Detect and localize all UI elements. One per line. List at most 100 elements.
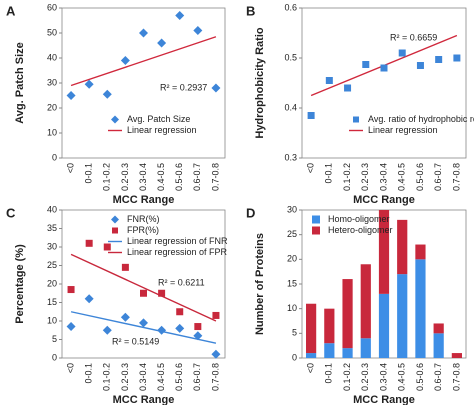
y-tick-label: 40: [47, 204, 57, 214]
marker: [120, 312, 130, 322]
y-tick-label: 10: [287, 303, 297, 313]
legend-label: Homo-oligomer: [328, 214, 390, 224]
marker: [175, 323, 185, 333]
x-tick-label: 0.3-0.4: [138, 163, 148, 191]
y-tick-label: 25: [287, 229, 297, 239]
x-tick-label: 0.4-0.5: [156, 163, 166, 191]
y-tick-label: 25: [47, 260, 57, 270]
y-tick-label: 5: [52, 334, 57, 344]
x-tick-label: 0.5-0.6: [415, 363, 425, 391]
y-tick-label: 20: [47, 278, 57, 288]
marker: [176, 308, 184, 316]
x-tick-label: 0.2-0.3: [120, 363, 130, 391]
legend-swatch: [111, 215, 119, 224]
y-tick-label: 50: [47, 27, 57, 37]
bar-segment: [342, 348, 353, 358]
y-tick-label: 15: [47, 297, 57, 307]
x-tick-label: 0.1-0.2: [102, 363, 112, 391]
marker: [66, 91, 76, 100]
y-tick-label: 0: [292, 352, 297, 362]
marker: [453, 54, 461, 62]
x-tick-label: 0.5-0.6: [415, 163, 425, 191]
marker: [398, 49, 406, 57]
legend-label: Avg. Patch Size: [127, 114, 190, 124]
legend-swatch: [312, 226, 320, 235]
marker: [435, 56, 443, 63]
marker: [158, 289, 166, 297]
marker: [120, 56, 130, 65]
bar-segment: [324, 343, 335, 358]
bar-segment: [397, 274, 408, 358]
marker: [211, 349, 221, 359]
x-tick-label: 0.7-0.8: [210, 163, 220, 191]
x-axis-title: MCC Range: [353, 194, 415, 206]
bar-segment: [306, 303, 317, 354]
panel-label: A: [6, 3, 16, 18]
bar-segment: [378, 293, 390, 358]
y-tick-label: 30: [47, 241, 57, 251]
x-tick-label: 0.3-0.4: [138, 363, 148, 391]
legend-label: Linear regression of FNR: [127, 236, 228, 246]
y-tick-label: 0: [52, 152, 57, 162]
legend-swatch: [112, 227, 118, 234]
x-tick-label: 0-0.1: [324, 363, 334, 384]
marker: [362, 61, 370, 68]
x-tick-label: <0: [65, 363, 75, 373]
x-tick-label: 0.6-0.7: [433, 163, 443, 191]
marker: [157, 38, 167, 48]
bar-segment: [433, 333, 444, 358]
marker: [416, 62, 424, 69]
legend-swatch: [111, 115, 119, 124]
y-tick-label: 20: [47, 102, 57, 112]
y-tick-label: 35: [47, 223, 57, 233]
y-tick-label: 10: [47, 127, 57, 137]
x-axis-title: MCC Range: [113, 394, 175, 405]
x-tick-label: 0.3-0.4: [378, 363, 388, 391]
marker: [307, 112, 315, 119]
bar-segment: [306, 353, 317, 358]
trend-line: [70, 311, 217, 344]
y-tick-label: 30: [47, 77, 57, 87]
x-tick-label: 0.1-0.2: [102, 163, 112, 191]
x-tick-label: 0.4-0.5: [156, 363, 166, 391]
legend-label: Linear regression of FPR: [127, 247, 228, 257]
marker: [157, 325, 167, 335]
legend-label: Linear regression: [127, 125, 197, 135]
x-tick-label: 0.2-0.3: [360, 363, 370, 391]
y-tick-label: 20: [287, 254, 297, 264]
y-tick-label: 0.3: [284, 152, 297, 162]
annotation: R² = 0.6659: [390, 32, 437, 42]
marker: [139, 318, 148, 328]
x-tick-label: 0-0.1: [84, 163, 94, 184]
marker: [102, 89, 112, 99]
y-axis-title: Number of Proteins: [254, 233, 266, 335]
bar-segment: [324, 308, 335, 344]
marker: [66, 322, 76, 332]
y-tick-label: 30: [287, 204, 297, 214]
bar-segment: [342, 279, 353, 349]
x-tick-label: <0: [305, 363, 315, 373]
marker: [102, 325, 112, 335]
bar-segment: [378, 210, 390, 294]
y-tick-label: 15: [287, 278, 297, 288]
x-tick-label: 0.6-0.7: [192, 363, 202, 391]
y-tick-label: 0: [52, 352, 57, 362]
x-tick-label: <0: [65, 163, 75, 173]
marker: [193, 331, 203, 341]
x-tick-label: 0.4-0.5: [397, 163, 407, 191]
y-tick-label: 0.6: [284, 2, 297, 12]
x-tick-label: 0-0.1: [84, 363, 94, 384]
marker: [84, 79, 94, 89]
marker: [121, 263, 129, 271]
annotation: R² = 0.5149: [112, 336, 159, 346]
marker: [103, 243, 111, 251]
marker: [67, 286, 75, 294]
legend-label: Hetero-oligomer: [328, 225, 393, 235]
x-axis-title: MCC Range: [113, 194, 175, 206]
marker: [194, 323, 202, 331]
panel-label: D: [246, 205, 255, 220]
marker: [175, 11, 185, 20]
legend-label: FNR(%): [127, 214, 160, 224]
